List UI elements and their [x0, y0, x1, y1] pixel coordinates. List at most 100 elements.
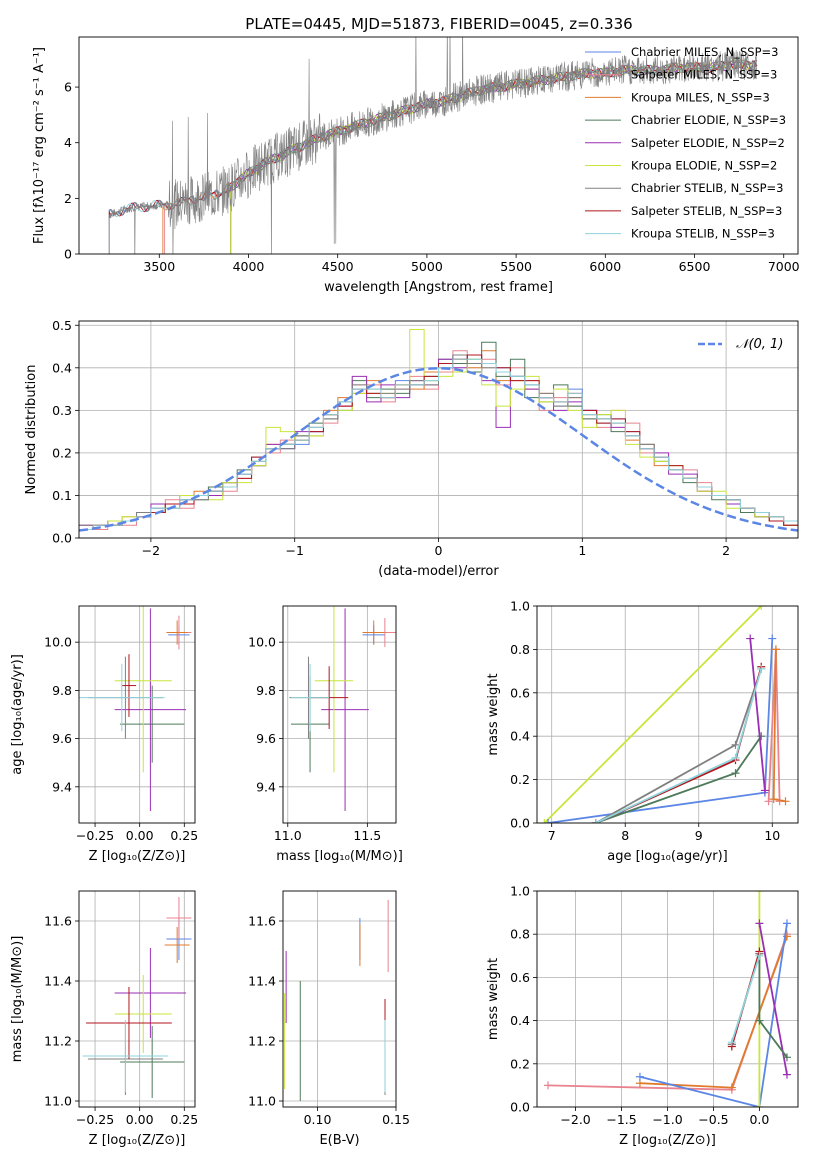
panel-mass_weight_vs_age: 7 8 9 10 0.0 0.2 0.4 0.6 0.8 1.0 age [log₁₀(age/yr…	[486, 599, 799, 864]
weight-marker-chabrier_miles	[544, 819, 553, 823]
y-axis-label: age [log₁₀(age/yr)]	[10, 654, 25, 775]
x-tick-label: 7	[548, 828, 556, 843]
x-axis-label: Z [log₁₀(Z/Z⊙)]	[619, 1133, 716, 1148]
weight-marker-salpeter_miles	[544, 1081, 553, 1090]
axes-frame	[536, 605, 799, 824]
panel-mass_vs_ebv: 0.10 0.15 11.0 11.2 11.4 11.6 E(B-V)	[248, 890, 410, 1148]
weight-marker-kroupa_elodie	[755, 891, 764, 895]
x-tick-label: −1.0	[652, 1112, 682, 1127]
plot-area	[79, 606, 192, 811]
y-tick-label: 11.6	[44, 914, 72, 929]
y-tick-label: 9.6	[256, 731, 276, 746]
x-axis-label: (data-model)/error	[378, 564, 499, 579]
weight-marker-kroupa_miles	[769, 795, 778, 804]
spectrum-legend: Chabrier MILES, N_SSP=3 Salpeter MILES, N…	[585, 45, 786, 241]
plot-area	[540, 606, 790, 823]
x-tick-label: 11.0	[274, 828, 302, 843]
x-axis-label: Z [log₁₀(Z/Z⊙)]	[89, 849, 186, 864]
y-tick-label: 0.4	[510, 729, 530, 744]
weight-marker-chabrier_miles	[768, 634, 777, 643]
y-axis-label: mass weight	[486, 673, 501, 755]
x-tick-label: 4500	[322, 259, 354, 274]
y-tick-label: 1.0	[510, 884, 530, 899]
y-tick-label: 0.2	[510, 772, 530, 787]
weight-marker-chabrier_elodie	[731, 769, 740, 778]
gaussian-curve	[79, 367, 798, 532]
y-tick-label: 11.4	[44, 974, 72, 989]
plot-area	[82, 897, 192, 1098]
plot-area	[289, 606, 396, 811]
axes-frame	[78, 36, 799, 255]
x-tick-label: 0.15	[382, 1112, 410, 1127]
x-axis-label: wavelength [Angstrom, rest frame]	[324, 280, 553, 295]
plot-area	[544, 891, 791, 1107]
histogram-kroupa_stelib	[79, 358, 798, 530]
legend-label-kroupa_elodie: Kroupa ELODIE, N_SSP=2	[631, 159, 777, 173]
x-tick-label: 11.5	[353, 828, 381, 843]
x-tick-label: 6500	[679, 259, 711, 274]
y-tick-label: 4	[64, 135, 72, 150]
axes-frame	[78, 890, 196, 1108]
weight-marker-salpeter_miles	[764, 797, 773, 806]
weight-marker-kroupa_stelib	[757, 664, 766, 673]
x-tick-label: 0.00	[126, 1112, 154, 1127]
x-tick-label: −1	[285, 543, 303, 558]
weight-marker-kroupa_miles	[781, 797, 790, 806]
y-tick-label: 10.0	[248, 635, 276, 650]
legend-label-salpeter_stelib: Salpeter STELIB, N_SSP=3	[631, 204, 782, 218]
legend-label-chabrier_miles: Chabrier MILES, N_SSP=3	[631, 45, 778, 59]
weight-marker-salpeter_elodie	[746, 634, 755, 643]
weight-marker-kroupa_miles	[727, 1083, 736, 1092]
legend-label-salpeter_elodie: Salpeter ELODIE, N_SSP=2	[631, 136, 785, 150]
weight-marker-kroupa_elodie	[755, 1103, 764, 1107]
panel-age_vs_z: −0.25 0.00 0.25 9.4 9.6 9.8 10.0 Z [log₁₀(Z/Z⊙)…	[10, 605, 198, 864]
weight-marker-chabrier_elodie	[757, 732, 766, 741]
y-tick-label: 11.0	[248, 1094, 276, 1109]
y-tick-label: 0.8	[510, 927, 530, 942]
x-tick-label: 0.00	[126, 828, 154, 843]
weight-line-chabrier_miles	[639, 923, 788, 1107]
y-tick-label: 9.8	[52, 683, 72, 698]
weight-marker-chabrier_miles	[635, 1072, 644, 1081]
y-tick-label: 0.6	[510, 685, 530, 700]
weight-marker-salpeter_elodie	[782, 1070, 791, 1079]
legend-label-salpeter_miles: Salpeter MILES, N_SSP=3	[631, 68, 777, 82]
y-tick-label: 1.0	[510, 599, 530, 614]
weight-marker-chabrier_elodie	[755, 1016, 764, 1025]
weight-marker-kroupa_stelib	[591, 819, 600, 823]
x-tick-label: −0.25	[76, 828, 114, 843]
x-tick-label: 7000	[768, 259, 800, 274]
y-tick-label: 0.0	[52, 531, 72, 546]
x-tick-label: 1	[578, 543, 586, 558]
y-tick-label: 0.4	[52, 360, 72, 375]
panel-spectrum: 3500 4000 4500 5000 5500 6000 6500 7000 0 2 4 6 wave…	[32, 36, 800, 295]
y-tick-label: 0.1	[52, 488, 72, 503]
legend-label-chabrier_elodie: Chabrier ELODIE, N_SSP=3	[631, 113, 786, 127]
y-tick-label: 0	[64, 247, 72, 262]
x-tick-label: −0.5	[698, 1112, 728, 1127]
x-tick-label: 6000	[589, 259, 621, 274]
y-tick-label: 0.4	[510, 1013, 530, 1028]
x-tick-label: 0.0	[749, 1112, 769, 1127]
x-tick-label: 0	[435, 543, 443, 558]
legend-label-kroupa_miles: Kroupa MILES, N_SSP=3	[631, 90, 770, 104]
x-tick-label: 3500	[143, 259, 175, 274]
plot-area	[108, 37, 758, 254]
x-tick-label: 10	[764, 828, 780, 843]
y-tick-label: 11.4	[248, 974, 276, 989]
data-spectrum-line	[109, 37, 758, 254]
plot-area	[79, 329, 798, 532]
y-tick-label: 11.6	[248, 914, 276, 929]
weight-marker-salpeter_elodie	[755, 919, 764, 928]
axes-frame	[78, 605, 196, 824]
spectrum-title: PLATE=0445, MJD=51873, FIBERID=0045, z=0…	[245, 15, 632, 33]
x-tick-label: 5000	[411, 259, 443, 274]
y-tick-label: 9.4	[52, 779, 72, 794]
y-axis-label: mass weight	[486, 958, 501, 1040]
y-tick-label: 6	[64, 80, 72, 95]
x-tick-label: 4000	[233, 259, 265, 274]
panels: 3500 4000 4500 5000 5500 6000 6500 7000 0 2 4 6 wave…	[10, 36, 800, 1148]
weight-line-salpeter_elodie	[758, 923, 788, 1075]
